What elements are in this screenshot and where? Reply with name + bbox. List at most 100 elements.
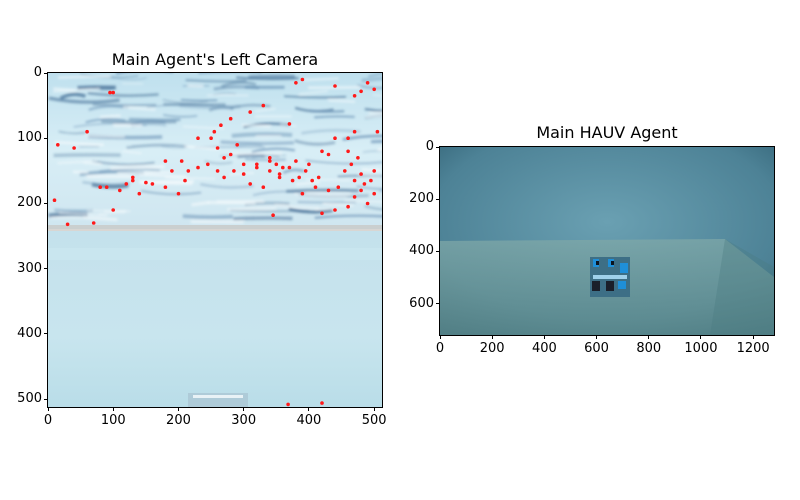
keypoint-marker: [212, 129, 217, 134]
right-x-tick-mark: [752, 335, 754, 339]
left-y-tick-mark: [44, 137, 48, 139]
keypoint-marker: [359, 89, 363, 94]
keypoint-marker: [228, 116, 233, 121]
keypoint-marker: [362, 182, 367, 186]
left-y-tick-label: 500: [17, 391, 42, 407]
right-y-tick-mark: [436, 198, 440, 200]
keypoint-marker: [372, 169, 377, 173]
keypoint-marker: [179, 159, 184, 163]
keypoint-marker: [52, 198, 57, 202]
right-x-tick-label: 400: [531, 341, 557, 356]
left-y-tick-mark: [44, 72, 48, 74]
right-hauv-image: [440, 147, 774, 335]
keypoint-marker: [131, 178, 135, 183]
left-x-tick-label: 0: [43, 413, 53, 428]
keypoint-marker: [290, 178, 295, 183]
keypoint-marker: [326, 188, 331, 193]
keypoint-marker: [359, 188, 363, 193]
keypoint-marker: [261, 103, 266, 108]
keypoint-marker: [215, 146, 220, 150]
keypoint-marker: [91, 221, 96, 225]
keypoint-marker: [352, 178, 357, 183]
keypoint-marker: [333, 208, 337, 212]
keypoint-marker: [131, 175, 135, 180]
right-x-tick-mark: [543, 335, 545, 339]
keypoint-marker: [300, 77, 305, 82]
right-x-tick-mark: [648, 335, 650, 339]
keypoint-marker: [375, 129, 380, 134]
left-x-tick-label: 200: [166, 413, 191, 428]
keypoint-marker: [150, 182, 155, 186]
left-x-tick-mark: [177, 407, 179, 411]
keypoint-marker: [163, 159, 168, 163]
left-x-tick-label: 100: [100, 413, 126, 428]
keypoint-marker: [287, 165, 292, 170]
keypoint-marker: [56, 143, 60, 147]
left-panel-title: Main Agent's Left Camera: [111, 50, 319, 69]
keypoint-marker: [222, 156, 226, 160]
keypoint-marker: [346, 136, 350, 140]
keypoint-marker: [235, 143, 239, 147]
keypoint-marker: [176, 191, 181, 196]
keypoint-marker: [241, 162, 246, 167]
keypoint-marker: [137, 191, 142, 196]
left-y-tick-label: 300: [17, 260, 42, 276]
right-y-tick-label: 400: [409, 243, 434, 259]
keypoint-marker: [352, 195, 357, 199]
keypoint-marker: [320, 401, 324, 405]
left-y-tick-label: 0: [33, 65, 42, 80]
keypoint-marker: [72, 146, 76, 150]
keypoint-marker: [294, 81, 298, 85]
right-x-tick-label: 1000: [684, 341, 718, 356]
left-y-tick-label: 400: [17, 325, 42, 341]
keypoint-marker: [274, 162, 279, 167]
keypoint-marker: [316, 175, 321, 180]
keypoint-marker: [108, 90, 112, 95]
keypoint-marker: [372, 87, 377, 92]
left-y-tick-label: 200: [17, 195, 42, 211]
keypoint-marker: [228, 152, 233, 157]
keypoint-marker: [183, 178, 187, 183]
left-x-tick-label: 300: [231, 413, 257, 428]
keypoint-marker: [111, 90, 115, 95]
keypoint-marker: [111, 208, 115, 212]
left-x-tick-mark: [112, 407, 114, 411]
left-y-tick-mark: [44, 268, 48, 270]
left-camera-image: [48, 73, 382, 407]
keypoint-marker: [209, 136, 213, 140]
left-x-tick-mark: [308, 407, 310, 411]
keypoint-marker: [307, 162, 311, 167]
keypoint-marker: [320, 149, 324, 154]
keypoint-marker: [352, 94, 357, 98]
right-y-tick-label: 200: [409, 191, 434, 207]
left-y-tick-label: 100: [17, 130, 42, 146]
right-y-tick-label: 0: [425, 139, 434, 154]
right-x-tick-label: 200: [479, 341, 505, 356]
keypoint-marker: [281, 165, 285, 170]
right-y-tick-mark: [436, 250, 440, 252]
keypoint-marker: [268, 169, 272, 173]
right-x-tick-mark: [700, 335, 702, 339]
right-x-tick-mark: [491, 335, 493, 339]
keypoint-marker: [222, 175, 226, 180]
keypoint-marker: [365, 201, 370, 206]
keypoint-marker: [365, 81, 370, 85]
keypoint-marker: [65, 222, 70, 227]
left-x-tick-mark: [373, 407, 375, 411]
keypoint-marker: [144, 180, 148, 185]
keypoint-marker: [300, 191, 305, 196]
keypoint-marker: [215, 169, 220, 173]
hauv-vehicle: [590, 257, 630, 297]
keypoint-marker: [255, 162, 259, 167]
keypoint-marker: [326, 152, 331, 157]
right-x-tick-label: 1200: [736, 341, 770, 356]
keypoint-marker: [346, 149, 350, 154]
keypoint-marker: [286, 402, 290, 407]
keypoint-marker: [268, 159, 272, 163]
keypoint-marker: [196, 165, 200, 170]
keypoint-marker: [163, 185, 168, 189]
keypoint-marker: [333, 84, 337, 88]
keypoint-marker: [186, 169, 191, 173]
keypoint-marker: [98, 185, 102, 189]
keypoint-marker: [232, 169, 236, 173]
